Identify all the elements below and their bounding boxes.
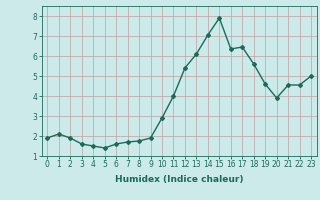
X-axis label: Humidex (Indice chaleur): Humidex (Indice chaleur): [115, 175, 244, 184]
